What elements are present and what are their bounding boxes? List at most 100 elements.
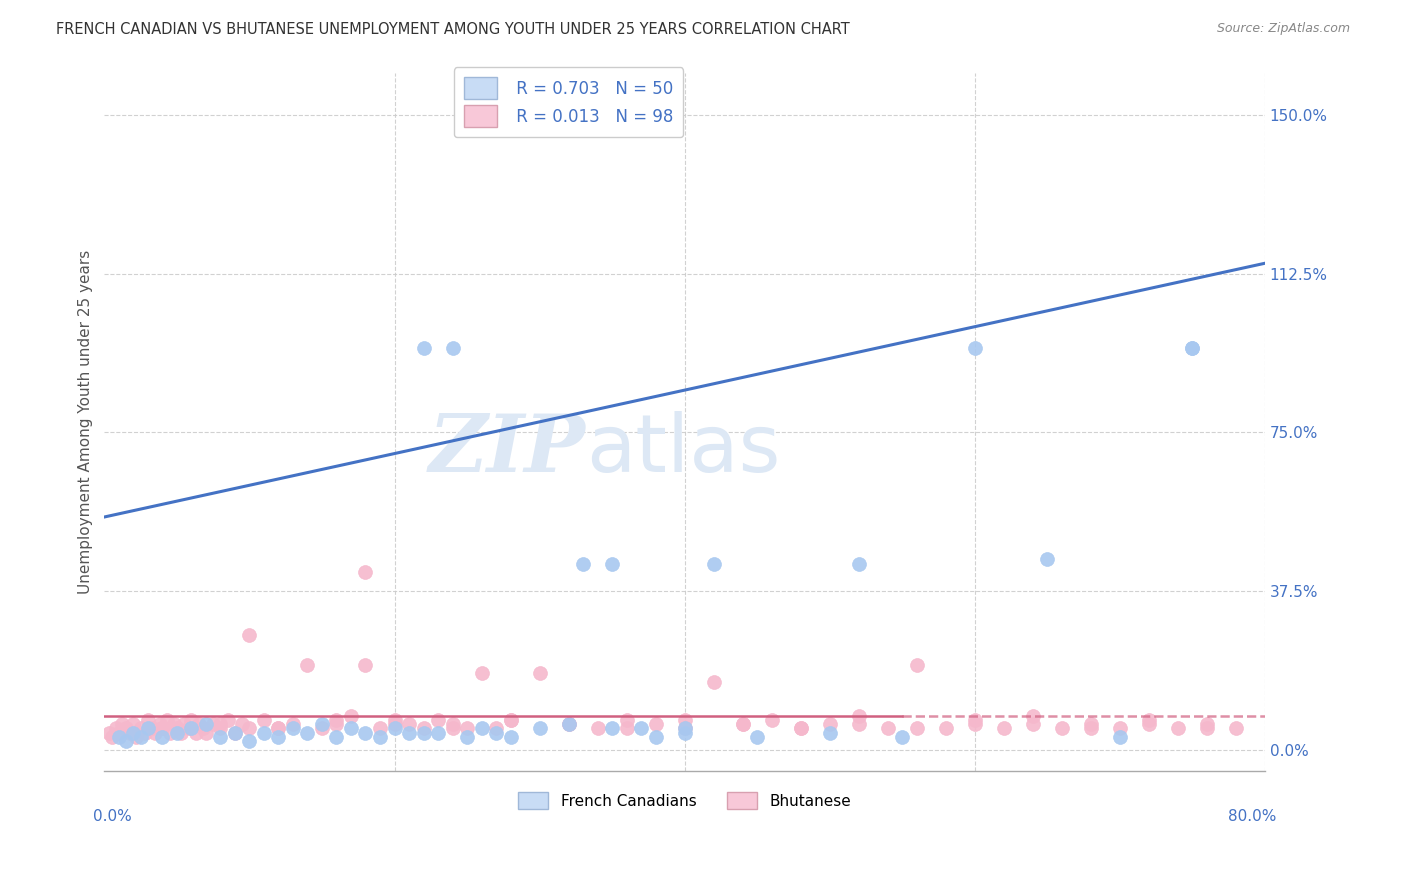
Point — [848, 717, 870, 731]
Point — [173, 717, 195, 731]
Point — [1080, 722, 1102, 736]
Point — [187, 717, 209, 731]
Point — [818, 717, 841, 731]
Point — [441, 717, 464, 731]
Text: FRENCH CANADIAN VS BHUTANESE UNEMPLOYMENT AMONG YOUTH UNDER 25 YEARS CORRELATION: FRENCH CANADIAN VS BHUTANESE UNEMPLOYMEN… — [56, 22, 851, 37]
Point — [673, 713, 696, 727]
Point — [1022, 708, 1045, 723]
Point — [384, 717, 406, 731]
Point — [398, 717, 420, 731]
Point — [384, 722, 406, 736]
Point — [485, 725, 508, 739]
Point — [441, 722, 464, 736]
Point — [281, 722, 304, 736]
Point — [152, 722, 174, 736]
Point — [398, 725, 420, 739]
Point — [177, 722, 200, 736]
Point — [673, 725, 696, 739]
Point — [115, 722, 138, 736]
Point — [1108, 730, 1130, 744]
Point — [703, 557, 725, 571]
Point — [905, 722, 928, 736]
Point — [644, 717, 666, 731]
Point — [384, 713, 406, 727]
Point — [412, 341, 434, 355]
Point — [104, 722, 127, 736]
Point — [152, 722, 174, 736]
Point — [194, 725, 217, 739]
Point — [267, 722, 290, 736]
Point — [456, 730, 478, 744]
Point — [673, 722, 696, 736]
Point — [152, 730, 174, 744]
Point — [267, 722, 290, 736]
Point — [194, 717, 217, 731]
Point — [180, 713, 202, 727]
Point — [217, 713, 239, 727]
Point — [238, 734, 260, 748]
Point — [340, 708, 363, 723]
Point — [202, 717, 225, 731]
Point — [156, 713, 179, 727]
Point — [470, 666, 492, 681]
Point — [963, 717, 986, 731]
Point — [184, 725, 207, 739]
Point — [120, 725, 142, 739]
Point — [630, 722, 652, 736]
Point — [703, 674, 725, 689]
Point — [848, 557, 870, 571]
Point — [761, 713, 783, 727]
Point — [136, 713, 159, 727]
Point — [209, 717, 232, 731]
Point — [100, 730, 122, 744]
Point — [354, 658, 377, 673]
Point — [122, 725, 145, 739]
Legend: French Canadians, Bhutanese: French Canadians, Bhutanese — [512, 786, 858, 815]
Point — [456, 722, 478, 736]
Point — [1195, 717, 1218, 731]
Point — [325, 717, 347, 731]
Point — [354, 725, 377, 739]
Text: Source: ZipAtlas.com: Source: ZipAtlas.com — [1216, 22, 1350, 36]
Point — [354, 565, 377, 579]
Point — [163, 717, 186, 731]
Point — [111, 717, 134, 731]
Point — [485, 722, 508, 736]
Text: ZIP: ZIP — [429, 411, 586, 489]
Point — [108, 725, 131, 739]
Point — [427, 713, 450, 727]
Point — [499, 713, 522, 727]
Point — [427, 725, 450, 739]
Point — [1050, 722, 1073, 736]
Point — [557, 717, 579, 731]
Point — [253, 713, 276, 727]
Point — [267, 730, 290, 744]
Point — [325, 730, 347, 744]
Text: 0.0%: 0.0% — [93, 809, 132, 824]
Point — [122, 717, 145, 731]
Point — [818, 725, 841, 739]
Point — [224, 725, 246, 739]
Point — [935, 722, 957, 736]
Point — [368, 730, 391, 744]
Point — [97, 725, 120, 739]
Point — [993, 722, 1015, 736]
Point — [125, 730, 148, 744]
Point — [1225, 722, 1247, 736]
Point — [166, 722, 188, 736]
Point — [1181, 341, 1204, 355]
Point — [108, 730, 131, 744]
Point — [731, 717, 754, 731]
Point — [231, 717, 253, 731]
Point — [789, 722, 811, 736]
Text: atlas: atlas — [586, 410, 780, 489]
Point — [136, 722, 159, 736]
Point — [963, 341, 986, 355]
Point — [170, 725, 193, 739]
Point — [253, 725, 276, 739]
Point — [441, 341, 464, 355]
Point — [412, 725, 434, 739]
Point — [572, 557, 595, 571]
Point — [148, 717, 170, 731]
Point — [191, 722, 214, 736]
